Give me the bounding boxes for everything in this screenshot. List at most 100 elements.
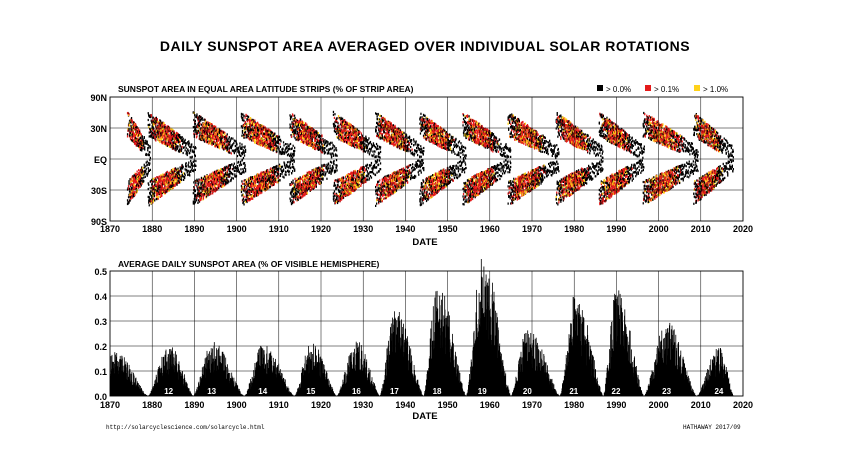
cycle-label: 24 (714, 387, 723, 396)
butterfly-cycle-23 (642, 111, 699, 205)
cycle-label: 15 (306, 387, 315, 396)
legend-swatch-black (597, 85, 603, 91)
cycle-label-bg (566, 387, 581, 395)
area-x-tick-label: 1880 (142, 400, 162, 410)
butterfly-cycle-21 (555, 112, 604, 206)
butterfly-x-tick-label: 1920 (311, 224, 331, 234)
cycle-label-bg (608, 387, 623, 395)
butterfly-title: SUNSPOT AREA IN EQUAL AREA LATITUDE STRI… (118, 84, 414, 94)
area-x-tick-label: 2020 (733, 400, 753, 410)
area-x-tick-label: 1940 (395, 400, 415, 410)
butterfly-y-ticks: 90N 30N EQ 30S 90S (90, 93, 107, 227)
area-x-tick-label: 1950 (438, 400, 458, 410)
area-y-tick-label: 0.1 (94, 367, 107, 377)
butterfly-cycle-19 (462, 113, 512, 206)
area-y-ticks: 0.0 0.1 0.2 0.3 0.4 0.5 (94, 267, 107, 402)
butterfly-x-tick-label: 2010 (691, 224, 711, 234)
area-cycle-24 (697, 348, 734, 396)
butterfly-y-tick-label: 30S (91, 186, 107, 196)
area-x-tick-label: 1930 (353, 400, 373, 410)
butterfly-x-tick-label: 1890 (184, 224, 204, 234)
area-x-tick-label: 2010 (691, 400, 711, 410)
butterfly-x-axis-label: DATE (412, 237, 437, 248)
area-x-axis-label: DATE (412, 411, 437, 422)
area-x-tick-label: 1960 (480, 400, 500, 410)
butterfly-cycle-16 (332, 110, 382, 205)
butterfly-y-tick-label: 90S (91, 217, 107, 227)
area-y-tick-label: 0.5 (94, 267, 107, 277)
butterfly-x-tick-label: 1880 (142, 224, 162, 234)
area-cycle-23 (644, 322, 697, 396)
butterfly-x-tick-label: 1910 (269, 224, 289, 234)
cycle-label-bg (475, 387, 490, 395)
area-cycle-17 (379, 311, 424, 396)
area-x-tick-label: 1910 (269, 400, 289, 410)
area-x-tick-label: 1870 (100, 400, 120, 410)
butterfly-y-tick-label: 90N (90, 93, 107, 103)
cycle-label: 12 (164, 387, 173, 396)
author-date: HATHAWAY 2017/09 (683, 424, 741, 431)
area-x-tick-label: 1990 (606, 400, 626, 410)
butterfly-cycle-12 (147, 112, 197, 207)
butterfly-x-tick-label: 2020 (733, 224, 753, 234)
area-x-tick-label: 2000 (649, 400, 669, 410)
butterfly-cycle-17 (375, 112, 425, 207)
butterfly-x-tick-label: 1970 (522, 224, 542, 234)
area-cycle-11 (110, 352, 148, 396)
area-x-ticks: 1870 1880 1890 1900 1910 1920 1930 1940 1950 1960… (100, 400, 753, 410)
cycle-label: 21 (569, 387, 578, 396)
legend-label-red: > 0.1% (654, 85, 679, 94)
area-cycle-12 (148, 347, 193, 396)
butterfly-x-ticks: 1870 1880 1890 1900 1910 1920 1930 1940 1950 1960… (100, 224, 753, 234)
area-cycle-21 (560, 297, 603, 396)
butterfly-x-tick-label: 1900 (227, 224, 247, 234)
butterfly-x-tick-label: 1990 (606, 224, 626, 234)
area-cycle-13 (193, 342, 244, 396)
cycle-label: 22 (612, 387, 621, 396)
cycle-label: 16 (352, 387, 361, 396)
butterfly-data (126, 110, 734, 207)
area-chart: AVERAGE DAILY SUNSPOT AREA (% OF VISIBLE… (94, 259, 753, 422)
area-y-tick-label: 0.0 (94, 392, 107, 402)
cycle-label: 19 (478, 387, 487, 396)
area-cycle-15 (294, 343, 337, 396)
cycle-label-bg (303, 387, 318, 395)
butterfly-x-tick-label: 1980 (564, 224, 584, 234)
area-grid (109, 270, 744, 397)
area-x-tick-label: 1920 (311, 400, 331, 410)
area-y-tick-label: 0.2 (94, 342, 107, 352)
cycle-label-bg (430, 387, 445, 395)
cycle-label-bg (349, 387, 364, 395)
butterfly-diagram: SUNSPOT AREA IN EQUAL AREA LATITUDE STRI… (90, 84, 753, 248)
cycle-labels: 12 13 14 15 16 17 18 19 20 21 22 23 24 (161, 387, 726, 396)
source-url: http://solarcyclescience.com/solarcycle.… (106, 424, 265, 431)
butterfly-y-tick-label: 30N (90, 124, 107, 134)
butterfly-x-tick-label: 1960 (480, 224, 500, 234)
cycle-label-bg (255, 387, 270, 395)
butterfly-cycle-14 (240, 112, 296, 206)
butterfly-y-tick-label: EQ (94, 155, 107, 165)
area-x-tick-label: 1900 (227, 400, 247, 410)
area-cycle-20 (511, 330, 560, 396)
area-cycle-22 (603, 290, 644, 396)
cycle-label: 18 (433, 387, 442, 396)
area-y-tick-label: 0.4 (94, 292, 107, 302)
area-x-tick-label: 1890 (184, 400, 204, 410)
cycle-label: 14 (258, 387, 267, 396)
butterfly-cycle-15 (289, 113, 338, 206)
butterfly-cycle-13 (192, 111, 247, 205)
area-cycle-16 (337, 341, 380, 396)
cycle-label-bg (161, 387, 176, 395)
area-title: AVERAGE DAILY SUNSPOT AREA (% OF VISIBLE… (118, 259, 380, 269)
butterfly-x-tick-label: 2000 (649, 224, 669, 234)
cycle-label-bg (387, 387, 402, 395)
cycle-label: 23 (662, 387, 671, 396)
butterfly-x-tick-label: 1870 (100, 224, 120, 234)
butterfly-x-tick-label: 1950 (438, 224, 458, 234)
area-bars (110, 259, 734, 396)
cycle-label: 13 (207, 387, 216, 396)
area-y-tick-label: 0.3 (94, 317, 107, 327)
area-x-tick-label: 1980 (564, 400, 584, 410)
legend-swatch-yellow (694, 85, 700, 91)
